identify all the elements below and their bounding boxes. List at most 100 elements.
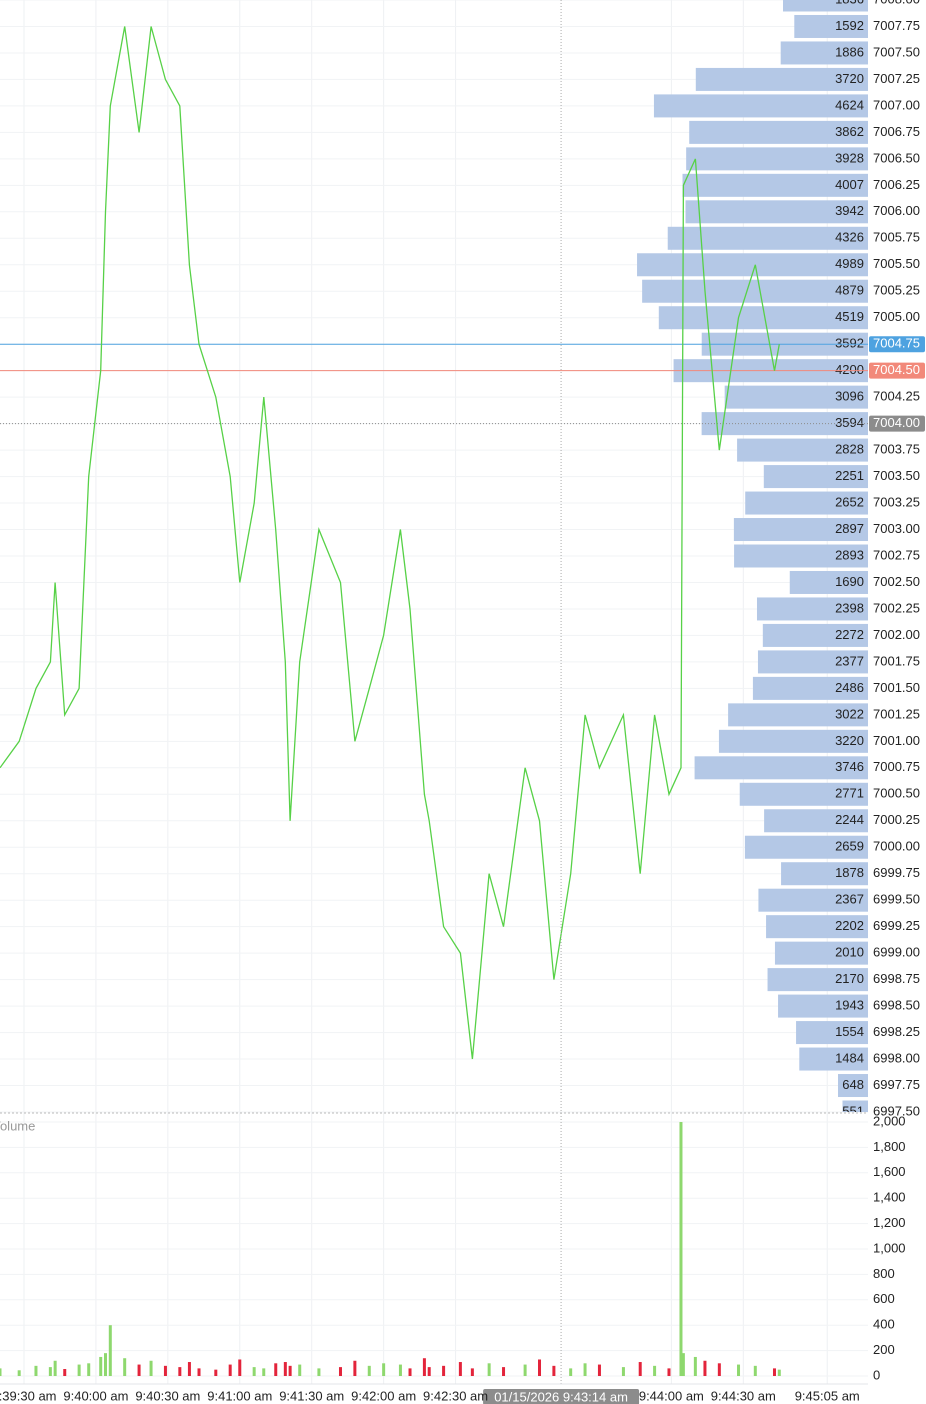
- y-tick-label: 7003.75: [873, 442, 920, 457]
- y-tick-label: 6998.75: [873, 971, 920, 986]
- y-tick-label: 7000.00: [873, 839, 920, 854]
- profile-count: 2652: [835, 494, 864, 509]
- volume-bar: [679, 1122, 683, 1376]
- profile-bar: [774, 941, 868, 965]
- x-tick-label: 9:40:30 am: [135, 1388, 200, 1403]
- profile-bar: [682, 173, 868, 197]
- y-tick-label: 0: [873, 1367, 880, 1382]
- profile-count: 4989: [835, 256, 864, 271]
- y-tick-label: 1,400: [873, 1190, 906, 1205]
- price-line-series: [0, 26, 780, 1060]
- profile-bar: [778, 994, 868, 1018]
- volume-bar: [214, 1369, 218, 1376]
- volume-bar: [777, 1369, 781, 1376]
- volume-title: Volume: [0, 1118, 35, 1133]
- overlay: 01/15/2026 9:43:14 am: [483, 0, 640, 1404]
- volume-bar: [137, 1364, 141, 1376]
- volume-bar: [178, 1367, 182, 1376]
- y-tick-label: 7005.75: [873, 230, 920, 245]
- volume-bar: [538, 1359, 542, 1376]
- profile-count: 3720: [835, 71, 864, 86]
- profile-bar: [689, 120, 868, 144]
- profile-bar: [838, 1074, 868, 1098]
- profile-count: 2377: [835, 653, 864, 668]
- y-tick-label: 7002.25: [873, 600, 920, 615]
- y-tick-label: 2,000: [873, 1113, 906, 1128]
- x-tick-label: 9:41:30 am: [279, 1388, 344, 1403]
- profile-bar: [637, 253, 868, 277]
- y-tick-label: 7007.50: [873, 44, 920, 59]
- profile-bar: [789, 570, 868, 594]
- volume-bar: [317, 1368, 321, 1376]
- y-tick-label: 7006.25: [873, 177, 920, 192]
- y-tick-label: 7004.75: [873, 336, 920, 351]
- profile-count: 1592: [835, 18, 864, 33]
- y-tick-label: 1,200: [873, 1215, 906, 1230]
- volume-bar: [681, 1353, 685, 1376]
- volume-bar: [502, 1367, 506, 1376]
- profile-count: 2202: [835, 918, 864, 933]
- volume-bar: [353, 1360, 357, 1376]
- profile-bar: [642, 279, 868, 303]
- y-tick-label: 7004.00: [873, 415, 920, 430]
- y-tick-label: 6999.25: [873, 918, 920, 933]
- y-tick-label: 400: [873, 1317, 895, 1332]
- profile-bar: [695, 67, 868, 91]
- profile-count: 2893: [835, 547, 864, 562]
- y-tick-label: 7007.25: [873, 71, 920, 86]
- volume-bar: [108, 1325, 112, 1376]
- profile-bar: [653, 94, 868, 118]
- volume-bar: [197, 1368, 201, 1376]
- volume-bar: [149, 1360, 153, 1376]
- profile-count: 4007: [835, 177, 864, 192]
- profile-bar: [762, 623, 868, 647]
- x-tick-label: 9:44:00 am: [639, 1388, 704, 1403]
- profile-bar: [799, 1047, 868, 1071]
- profile-count: 2897: [835, 521, 864, 536]
- profile-count: 551: [842, 1103, 864, 1118]
- profile-count: 648: [842, 1077, 864, 1092]
- volume-bar: [187, 1362, 191, 1376]
- profile-bar: [781, 862, 868, 886]
- volume-bar: [338, 1367, 342, 1376]
- profile-count: 4200: [835, 362, 864, 377]
- volume-bar: [104, 1353, 108, 1376]
- y-tick-label: 7000.75: [873, 759, 920, 774]
- profile-bar: [763, 465, 868, 489]
- volume-bar: [653, 1365, 657, 1376]
- volume-bar: [487, 1363, 491, 1376]
- profile-bar: [701, 412, 868, 436]
- profile-count: 3942: [835, 203, 864, 218]
- profile-bar: [794, 14, 868, 38]
- volume-bar: [398, 1364, 402, 1376]
- y-tick-label: 800: [873, 1266, 895, 1281]
- profile-count: 2010: [835, 945, 864, 960]
- y-tick-label: 6997.75: [873, 1077, 920, 1092]
- y-tick-label: 7002.00: [873, 627, 920, 642]
- volume-bar: [638, 1362, 642, 1376]
- y-tick-label: 7000.50: [873, 786, 920, 801]
- volume-bar: [228, 1364, 232, 1376]
- y-tick-label: 6997.50: [873, 1103, 920, 1118]
- profile-count: 1943: [835, 998, 864, 1013]
- profile-count: 2828: [835, 442, 864, 457]
- volume-bar: [252, 1367, 256, 1376]
- volume-bar: [753, 1365, 757, 1376]
- profile-count: 2244: [835, 812, 864, 827]
- profile-count: 2272: [835, 627, 864, 642]
- volume-bar: [0, 1368, 2, 1376]
- profile-count: 3022: [835, 706, 864, 721]
- y-tick-label: 6999.50: [873, 892, 920, 907]
- y-tick-label: 7005.50: [873, 256, 920, 271]
- profile-count: 4326: [835, 230, 864, 245]
- profile-count: 2659: [835, 839, 864, 854]
- volume-bar: [693, 1356, 697, 1376]
- volume-bar: [298, 1364, 302, 1376]
- y-tick-label: 7003.25: [873, 494, 920, 509]
- y-tick-label: 7006.50: [873, 150, 920, 165]
- profile-count: 2398: [835, 600, 864, 615]
- profile-bar: [667, 226, 868, 250]
- profile-count: 2170: [835, 971, 864, 986]
- profile-count: 2771: [835, 786, 864, 801]
- profile-bar: [780, 41, 868, 65]
